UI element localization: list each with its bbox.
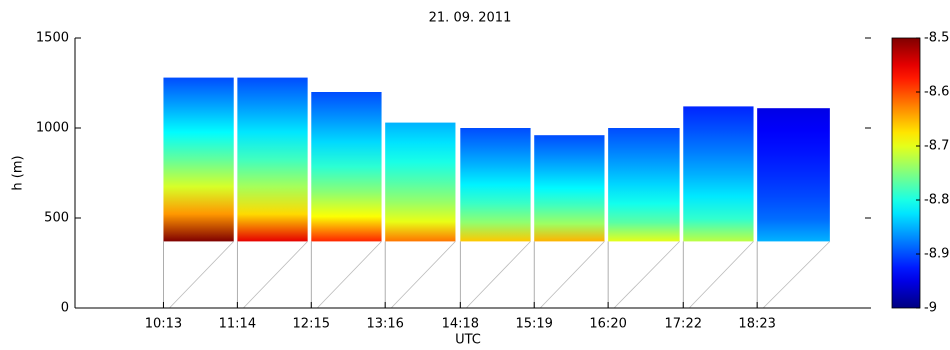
data-block [237, 77, 308, 242]
y-tick-label: 0 [61, 301, 69, 316]
data-block [460, 128, 531, 242]
y-tick-label: 1000 [36, 121, 69, 136]
connector [169, 241, 235, 309]
connector [688, 241, 754, 309]
connector [466, 241, 531, 309]
x-tick-label: 12:15 [293, 317, 330, 332]
x-tick-label: 16:20 [589, 317, 626, 332]
connector [539, 241, 605, 309]
data-block [608, 128, 680, 242]
connector [762, 241, 831, 309]
x-tick-label: 13:16 [366, 317, 403, 332]
chart-title: 21. 09. 2011 [429, 11, 512, 26]
data-block [311, 92, 382, 242]
connector [613, 241, 680, 309]
y-tick-label: 500 [44, 211, 69, 226]
colorbar-tick-label: -8.9 [924, 247, 949, 262]
data-block [534, 135, 605, 242]
x-tick-label: 17:22 [665, 317, 702, 332]
colorbar-tick-label: -9 [924, 301, 937, 316]
connector [243, 241, 308, 309]
x-tick-label: 11:14 [219, 317, 256, 332]
connector [316, 241, 382, 309]
x-tick-label: 15:19 [515, 317, 552, 332]
colorbar-tick-label: -8.6 [924, 85, 949, 100]
colorbar [891, 37, 921, 309]
colorbar-tick-label: -8.5 [924, 31, 949, 46]
data-block [683, 106, 754, 242]
colorbar-tick-label: -8.7 [924, 139, 949, 154]
data-block [385, 122, 456, 242]
x-tick-label: 14:18 [442, 317, 479, 332]
y-tick-label: 1500 [36, 31, 69, 46]
connector [390, 241, 456, 309]
x-tick-label: 18:23 [738, 317, 775, 332]
y-axis-label: h (m) [11, 155, 26, 190]
data-block [163, 77, 234, 242]
x-tick-label: 10:13 [145, 317, 182, 332]
data-block [757, 108, 830, 242]
x-axis-label: UTC [455, 333, 481, 348]
colorbar-tick-label: -8.8 [924, 193, 949, 208]
